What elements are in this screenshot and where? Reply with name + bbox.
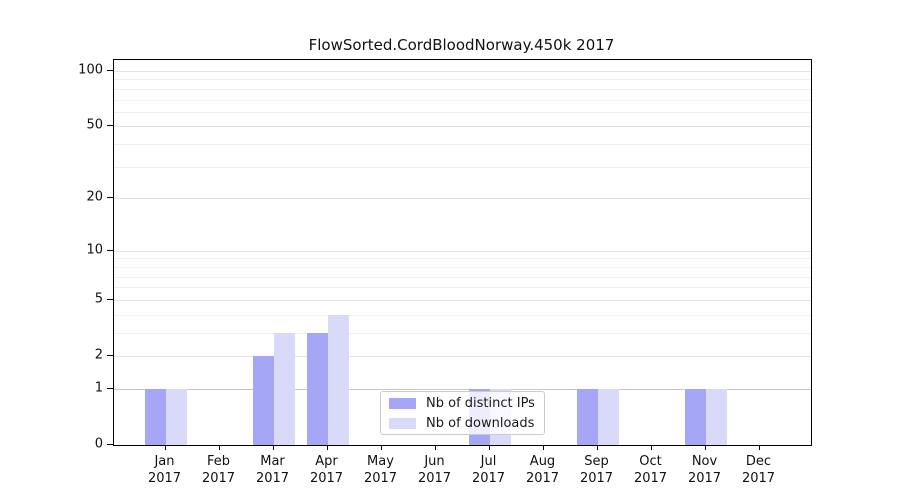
y-tick-label-100: 100	[78, 62, 103, 78]
x-tick-label-jul: Jul 2017	[471, 454, 506, 486]
x-tick-mark-dec	[758, 445, 760, 450]
gridline-10	[114, 250, 811, 252]
gridline-60	[114, 111, 811, 113]
x-tick-mark-jun	[434, 445, 436, 450]
gridline-80	[114, 88, 811, 90]
y-tick-mark-10	[107, 249, 113, 251]
y-tick-label-2: 2	[94, 347, 103, 363]
chart-title: FlowSorted.CordBloodNorway.450k 2017	[308, 36, 615, 54]
x-tick-mark-sep	[596, 445, 598, 450]
y-tick-label-10: 10	[86, 242, 103, 258]
x-tick-label-aug: Aug 2017	[525, 454, 560, 486]
gridline-50	[114, 126, 811, 128]
x-tick-label-may: May 2017	[363, 454, 398, 486]
gridline-6	[114, 287, 811, 289]
x-tick-label-feb: Feb 2017	[201, 454, 236, 486]
gridline-3	[114, 332, 811, 334]
legend-label-downloads: Nb of downloads	[426, 415, 535, 431]
legend-label-distinct-ips: Nb of distinct IPs	[426, 395, 535, 411]
x-tick-label-sep: Sep 2017	[579, 454, 614, 486]
x-tick-label-apr: Apr 2017	[309, 454, 344, 486]
legend: Nb of distinct IPs Nb of downloads	[380, 391, 545, 435]
y-tick-label-20: 20	[86, 189, 103, 205]
bar-distinct-ips-sep	[576, 388, 598, 445]
legend-item-downloads: Nb of downloads	[389, 415, 544, 432]
plot-area	[113, 59, 812, 446]
gridline-5	[114, 299, 811, 301]
gridline-100	[114, 71, 811, 72]
y-tick-mark-100	[107, 70, 113, 71]
bar-distinct-ips-jan	[144, 388, 166, 445]
y-tick-mark-1	[107, 387, 113, 389]
bar-distinct-ips-apr	[306, 332, 328, 445]
y-tick-label-0: 0	[94, 436, 103, 452]
y-tick-mark-0	[107, 444, 113, 445]
y-tick-mark-50	[107, 125, 113, 127]
bar-downloads-nov	[705, 388, 727, 445]
y-tick-mark-2	[107, 355, 113, 356]
bar-downloads-mar	[273, 332, 295, 445]
bar-distinct-ips-mar	[252, 356, 274, 445]
x-tick-label-jan: Jan 2017	[147, 454, 182, 486]
gridline-30	[114, 166, 811, 168]
gridline-4	[114, 314, 811, 316]
x-tick-mark-apr	[326, 445, 328, 450]
gridline-90	[114, 79, 811, 81]
legend-swatch-downloads	[389, 417, 416, 429]
x-tick-mark-aug	[542, 445, 544, 450]
x-tick-mark-mar	[272, 445, 274, 450]
bar-downloads-jan	[165, 388, 187, 445]
bar-distinct-ips-nov	[684, 388, 706, 445]
y-tick-label-5: 5	[94, 291, 103, 307]
gridline-20	[114, 198, 811, 200]
x-tick-mark-nov	[704, 445, 706, 450]
y-tick-mark-20	[107, 197, 113, 199]
y-tick-mark-5	[107, 298, 113, 300]
x-tick-label-dec: Dec 2017	[741, 454, 776, 486]
gridline-2	[114, 356, 811, 357]
bar-downloads-sep	[597, 388, 619, 445]
x-tick-mark-oct	[650, 445, 652, 450]
gridline-7	[114, 276, 811, 278]
x-tick-label-mar: Mar 2017	[255, 454, 290, 486]
gridline-8	[114, 266, 811, 268]
x-tick-mark-jul	[488, 445, 490, 450]
y-tick-label-50: 50	[86, 117, 103, 133]
gridline-40	[114, 144, 811, 146]
x-tick-label-oct: Oct 2017	[633, 454, 668, 486]
x-tick-mark-may	[380, 445, 382, 450]
y-tick-label-1: 1	[94, 380, 103, 396]
x-tick-label-nov: Nov 2017	[687, 454, 722, 486]
x-tick-mark-feb	[218, 445, 220, 450]
gridline-70	[114, 99, 811, 101]
x-tick-label-jun: Jun 2017	[417, 454, 452, 486]
gridline-9	[114, 258, 811, 260]
legend-item-distinct-ips: Nb of distinct IPs	[389, 395, 544, 412]
x-tick-mark-jan	[164, 445, 166, 450]
gridline-1	[114, 388, 811, 390]
legend-swatch-distinct-ips	[389, 397, 416, 409]
bar-downloads-apr	[327, 314, 349, 445]
